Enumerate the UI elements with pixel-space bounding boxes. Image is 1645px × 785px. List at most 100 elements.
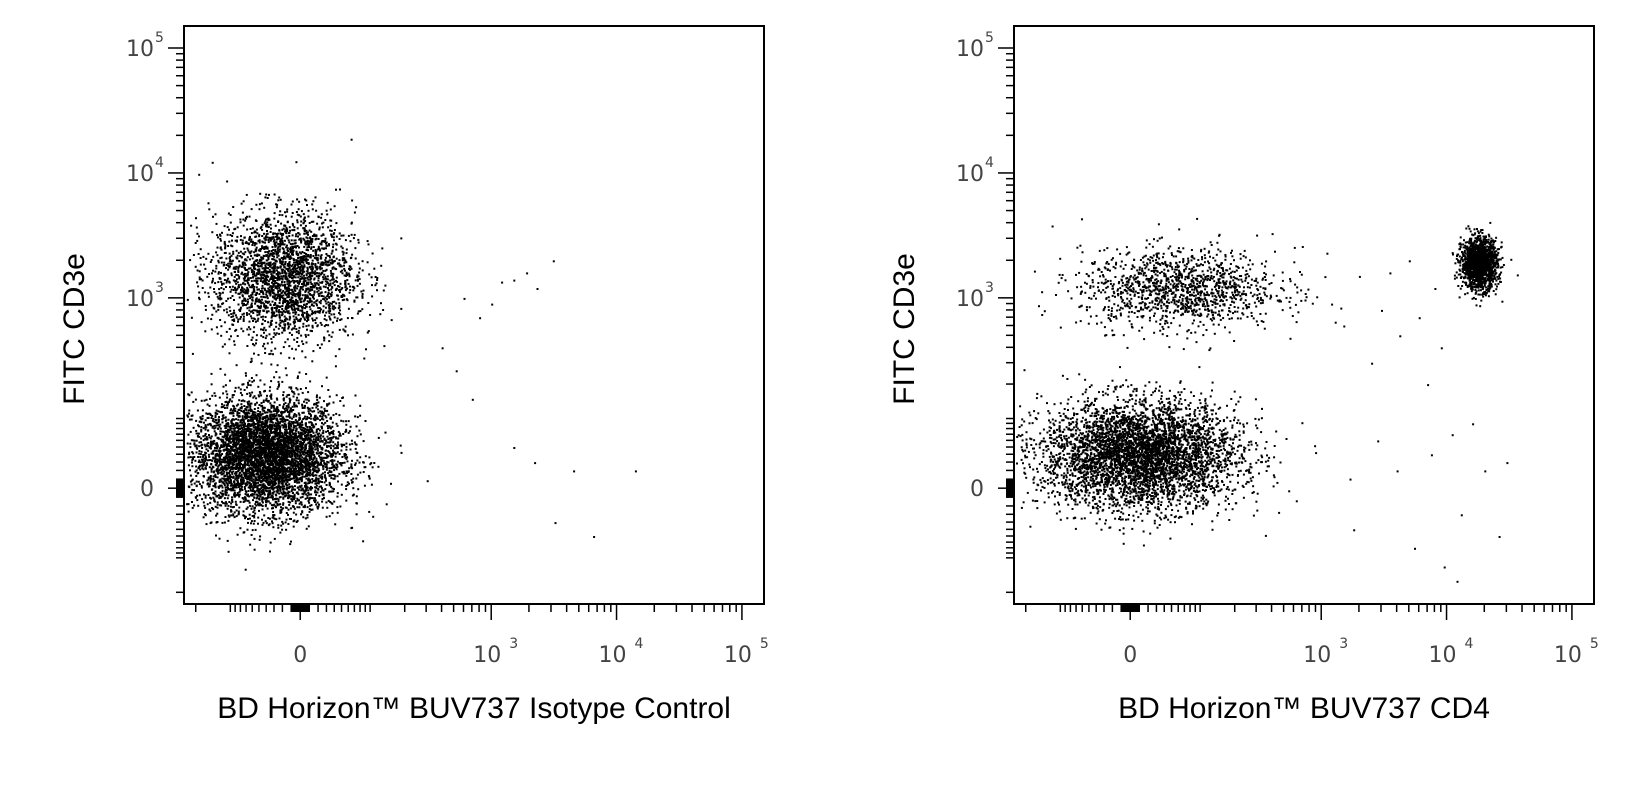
event-dot: [330, 439, 333, 441]
event-dot: [254, 426, 257, 429]
event-dot: [233, 408, 235, 411]
event-dot: [238, 485, 241, 488]
event-dot: [351, 481, 353, 484]
event-dot: [239, 463, 242, 466]
event-dot: [238, 506, 241, 509]
event-dot: [336, 495, 339, 498]
event-dot: [277, 526, 280, 529]
event-dot: [324, 477, 327, 480]
event-dot: [206, 471, 209, 474]
event-dot: [195, 429, 198, 432]
event-dot: [244, 427, 247, 430]
event-dot: [201, 417, 204, 420]
event-dot: [328, 467, 331, 470]
event-dot: [277, 500, 280, 503]
event-dot: [248, 495, 251, 498]
event-dot: [222, 457, 225, 460]
event-dot: [258, 404, 261, 406]
event-dot: [287, 422, 290, 425]
event-dot: [325, 465, 328, 468]
event-dot: [269, 410, 272, 413]
event-dot: [278, 384, 280, 387]
event-dot: [267, 434, 270, 437]
event-dot: [291, 466, 294, 469]
event-dot: [291, 453, 294, 456]
event-dot: [296, 469, 299, 472]
event-dot: [263, 426, 266, 429]
event-dot: [255, 433, 257, 436]
event-dot: [317, 452, 320, 455]
event-dot: [330, 453, 333, 456]
event-dot: [274, 451, 277, 454]
event-dot: [192, 400, 195, 403]
event-dot: [331, 487, 334, 490]
event-dot: [284, 521, 287, 524]
event-dot: [243, 473, 246, 476]
event-dot: [222, 472, 225, 475]
event-dot: [189, 480, 192, 483]
event-dot: [248, 446, 251, 449]
event-dot: [233, 456, 235, 459]
event-dot: [335, 412, 338, 415]
event-dot: [261, 493, 264, 496]
event-dot: [228, 436, 231, 439]
event-dot: [234, 423, 237, 426]
event-dot: [226, 396, 229, 399]
event-dot: [253, 473, 256, 476]
event-dot: [233, 454, 236, 457]
event-dot: [277, 422, 280, 425]
event-dot: [304, 427, 307, 430]
event-dot: [293, 507, 296, 510]
event-dot: [188, 409, 191, 412]
event-dot: [209, 496, 212, 499]
event-dot: [285, 469, 288, 472]
event-dot: [228, 455, 230, 458]
event-dot: [325, 468, 328, 471]
event-dot: [253, 426, 256, 429]
event-dot: [312, 465, 315, 468]
event-dot: [270, 481, 273, 484]
event-dot: [261, 523, 264, 526]
event-dot: [252, 429, 255, 432]
event-dot: [239, 431, 242, 434]
event-dot: [290, 438, 293, 441]
event-dot: [272, 468, 275, 471]
event-dot: [213, 470, 216, 473]
event-dot: [307, 432, 310, 435]
event-dot: [264, 457, 267, 460]
event-dot: [272, 418, 275, 420]
event-dot: [281, 424, 284, 427]
event-dot: [246, 445, 249, 448]
event-dot: [279, 464, 282, 467]
event-dot: [225, 502, 228, 505]
event-dot: [298, 443, 301, 446]
event-dot: [287, 478, 290, 481]
event-dots: [186, 138, 637, 571]
event-dot: [287, 445, 290, 448]
event-dot: [245, 440, 248, 443]
event-dot: [295, 457, 298, 460]
event-dot: [195, 444, 198, 447]
event-dot: [222, 436, 225, 439]
event-dot: [295, 432, 297, 435]
event-dot: [235, 475, 238, 478]
event-dot: [238, 448, 241, 451]
event-dot: [279, 468, 282, 471]
event-dot: [212, 484, 215, 487]
event-dot: [311, 473, 313, 476]
event-dot: [237, 435, 240, 438]
event-dot: [251, 471, 254, 474]
event-dot: [267, 446, 270, 449]
event-dot: [285, 518, 288, 521]
event-dot: [275, 427, 278, 430]
event-dot: [233, 390, 236, 393]
event-dot: [210, 468, 213, 471]
event-dot: [288, 386, 291, 389]
event-dot: [259, 411, 262, 413]
event-dot: [232, 438, 235, 441]
event-dot: [206, 503, 209, 506]
event-dot: [224, 516, 227, 518]
event-dot: [294, 467, 297, 470]
event-dot: [245, 443, 248, 446]
